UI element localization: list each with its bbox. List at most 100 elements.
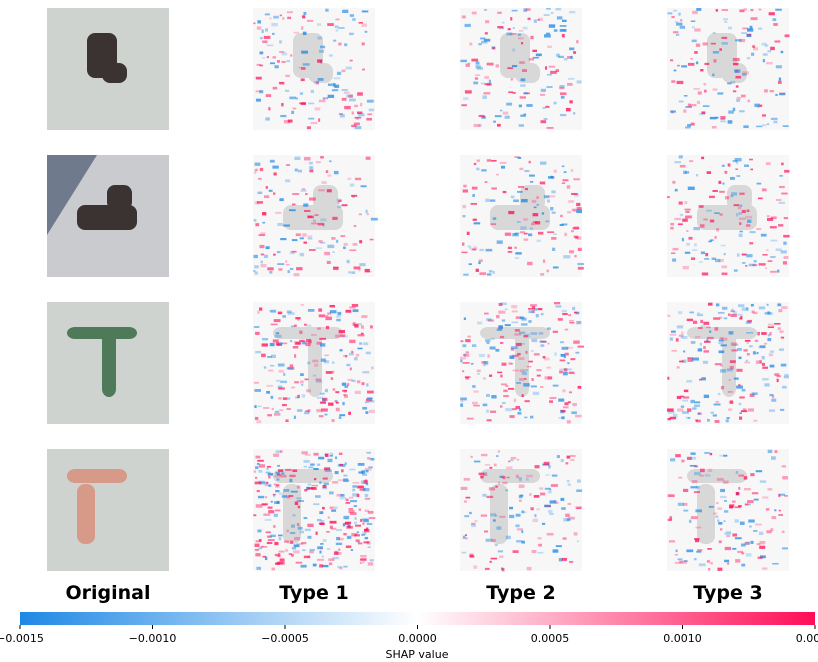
shap-speck xyxy=(721,386,724,389)
shap-speck xyxy=(519,499,522,502)
shap-speck xyxy=(257,20,261,23)
shap-speck xyxy=(309,197,316,200)
shap-speck xyxy=(713,88,718,90)
shap-speck xyxy=(739,357,742,359)
shap-speck xyxy=(267,414,272,416)
shap-speck xyxy=(734,69,740,72)
shap-speck xyxy=(363,487,366,489)
shap-speck xyxy=(695,527,701,529)
shap-speck xyxy=(316,409,322,412)
shap-speck xyxy=(347,178,351,180)
shap-speck xyxy=(360,557,366,560)
shap-speck xyxy=(279,551,285,553)
shap-speck xyxy=(315,495,321,498)
shap-speck xyxy=(711,43,716,45)
shap-speck xyxy=(346,499,349,501)
shap-speck xyxy=(774,450,777,453)
shap-speck xyxy=(319,100,326,102)
shap-speck xyxy=(768,324,774,326)
shap-speck xyxy=(519,105,522,108)
shap-speck xyxy=(671,16,674,18)
shap-speck xyxy=(366,118,372,121)
shap-speck xyxy=(511,305,517,308)
shap-speck xyxy=(758,198,763,200)
shap-speck xyxy=(722,266,728,269)
shap-speck xyxy=(346,545,352,548)
shap-speck xyxy=(732,548,736,550)
shap-speck xyxy=(566,347,573,349)
shap-speck xyxy=(469,263,472,265)
shap-speck xyxy=(484,76,489,79)
shap-speck xyxy=(303,12,306,15)
shap-speck xyxy=(764,89,768,92)
shap-speck xyxy=(531,350,534,352)
shap-speck xyxy=(262,212,266,215)
shap-speck xyxy=(260,37,263,39)
shap-speck xyxy=(679,101,684,103)
shap-speck xyxy=(345,522,351,525)
shap-speck xyxy=(569,250,574,253)
shap-speck xyxy=(280,115,286,117)
shap-speck xyxy=(670,334,677,336)
shap-speck xyxy=(493,271,495,274)
shap-speck xyxy=(337,312,341,315)
shap-speck xyxy=(484,530,488,532)
shap-speck xyxy=(507,67,513,69)
shap-speck xyxy=(268,107,270,110)
shap-speck xyxy=(540,94,545,96)
shap-speck xyxy=(307,325,312,327)
shap-speck xyxy=(481,454,487,456)
shap-speck xyxy=(510,363,514,365)
shap-speck xyxy=(703,322,709,325)
shap-speck xyxy=(676,550,678,552)
shap-speck xyxy=(292,514,295,516)
shap-speck xyxy=(746,332,753,334)
shap-speck xyxy=(351,533,357,536)
shap-speck xyxy=(741,544,746,547)
shap-speck xyxy=(349,307,355,309)
shap-speck xyxy=(348,95,353,98)
shap-speck xyxy=(684,390,689,393)
shap-speck xyxy=(318,36,323,39)
shap-speck xyxy=(730,81,735,84)
shap-speck xyxy=(463,274,468,276)
shap-speck xyxy=(718,393,721,395)
shap-speck xyxy=(328,403,334,406)
shap-speck xyxy=(667,196,669,198)
shap-speck xyxy=(491,395,496,398)
shap-speck xyxy=(335,335,339,338)
shap-speck xyxy=(521,78,526,81)
shap-speck xyxy=(696,61,698,64)
shap-speck xyxy=(736,213,738,216)
shap-speck xyxy=(274,501,279,504)
shap-speck xyxy=(701,251,705,254)
shap-speck xyxy=(275,490,279,492)
shap-speck xyxy=(348,271,351,273)
shap-speck xyxy=(266,531,271,533)
shap-speck xyxy=(505,308,507,310)
shap-speck xyxy=(368,562,373,565)
shap-speck xyxy=(345,462,347,464)
shap-speck xyxy=(253,23,255,25)
shap-speck xyxy=(718,181,721,184)
defect-shadow xyxy=(273,327,343,339)
shap-speck xyxy=(365,537,368,539)
shap-speck xyxy=(339,497,346,499)
shap-speck xyxy=(529,175,535,177)
shap-speck xyxy=(735,537,742,539)
shap-speck xyxy=(719,191,725,193)
shap-speck xyxy=(325,317,331,320)
shap-speck xyxy=(286,530,289,533)
shap-speck xyxy=(709,330,711,332)
shap-speck xyxy=(269,271,272,273)
shap-speck xyxy=(501,383,507,385)
shap-speck xyxy=(296,233,301,236)
shap-speck xyxy=(356,539,360,541)
shap-speck xyxy=(508,461,510,463)
shap-speck xyxy=(728,163,731,166)
shap-speck xyxy=(547,533,554,536)
shap-speck xyxy=(357,494,360,497)
shap-speck xyxy=(516,540,522,542)
shap-speck xyxy=(561,507,566,510)
shap-speck xyxy=(741,32,747,34)
